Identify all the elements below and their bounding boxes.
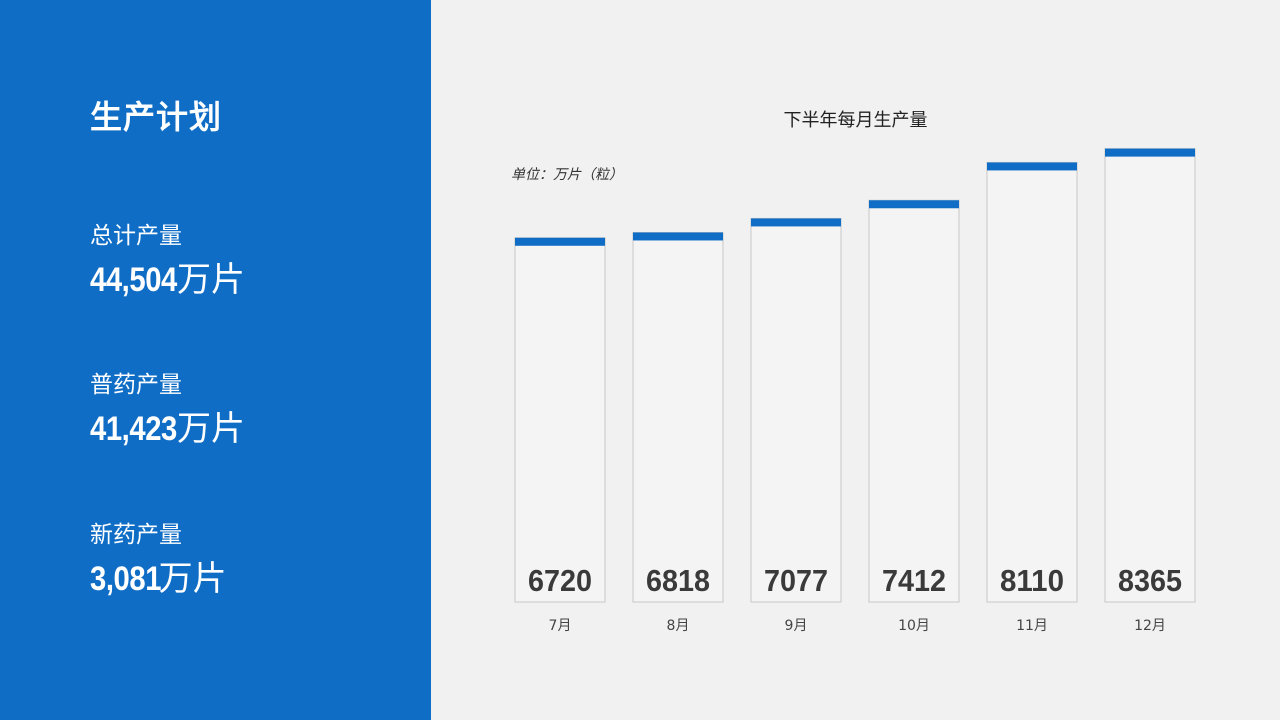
stat-total: 总计产量 44,504万片	[90, 222, 245, 301]
bar-cap-11月	[987, 162, 1077, 171]
bar-chart: 6720 7月 6818 8月 7077 9月 7412 10月 8110 11月 8365 12月	[514, 148, 1196, 634]
stat-new-drug: 新药产量 3,081万片	[90, 521, 227, 600]
data-label-10月: 7412	[882, 563, 946, 598]
stat-total-unit: 万片	[177, 260, 245, 300]
data-label-11月: 8110	[1000, 563, 1064, 598]
chart-title: 下半年每月生产量	[783, 110, 928, 131]
x-tick-label-8月: 8月	[667, 618, 690, 634]
stat-new-drug-value: 3,081	[90, 560, 162, 598]
x-tick-label-7月: 7月	[549, 618, 572, 634]
stat-generic: 普药产量 41,423万片	[90, 371, 245, 450]
x-tick-label-10月: 10月	[898, 618, 930, 634]
stat-generic-unit: 万片	[177, 409, 245, 449]
bar-cap-7月	[515, 237, 605, 246]
data-label-8月: 6818	[646, 563, 710, 598]
bar-8月	[632, 231, 724, 603]
stat-generic-label: 普药产量	[90, 372, 182, 398]
chart-unit-label: 单位：万片（粒）	[511, 167, 623, 183]
stat-total-value: 44,504	[90, 261, 177, 299]
bar-cap-8月	[633, 232, 723, 241]
bar-9月	[750, 217, 842, 603]
data-label-9月: 7077	[764, 563, 828, 598]
page-title: 生产计划	[90, 98, 223, 136]
bar-cap-9月	[751, 218, 841, 227]
x-tick-label-12月: 12月	[1134, 618, 1166, 634]
bar-cap-12月	[1105, 148, 1195, 157]
stat-total-label: 总计产量	[90, 223, 182, 249]
x-tick-label-11月: 11月	[1016, 618, 1048, 634]
x-tick-label-9月: 9月	[785, 618, 808, 634]
left-summary-panel: 生产计划 总计产量 44,504万片 普药产量 41,423万片 新药产量 3,…	[0, 0, 431, 720]
bar-11月	[986, 161, 1078, 603]
bar-10月	[868, 199, 960, 603]
chart-panel: 下半年每月生产量 单位：万片（粒） 6720 7月 6818 8月 7077 9月 7412…	[431, 0, 1280, 720]
stat-generic-value: 41,423	[90, 410, 177, 448]
stat-new-drug-label: 新药产量	[90, 522, 182, 548]
stat-new-drug-unit: 万片	[158, 559, 227, 599]
bar-cap-10月	[869, 200, 959, 209]
bar-7月	[514, 237, 606, 603]
bar-12月	[1104, 148, 1196, 603]
data-label-12月: 8365	[1118, 563, 1182, 598]
data-label-7月: 6720	[528, 563, 592, 598]
